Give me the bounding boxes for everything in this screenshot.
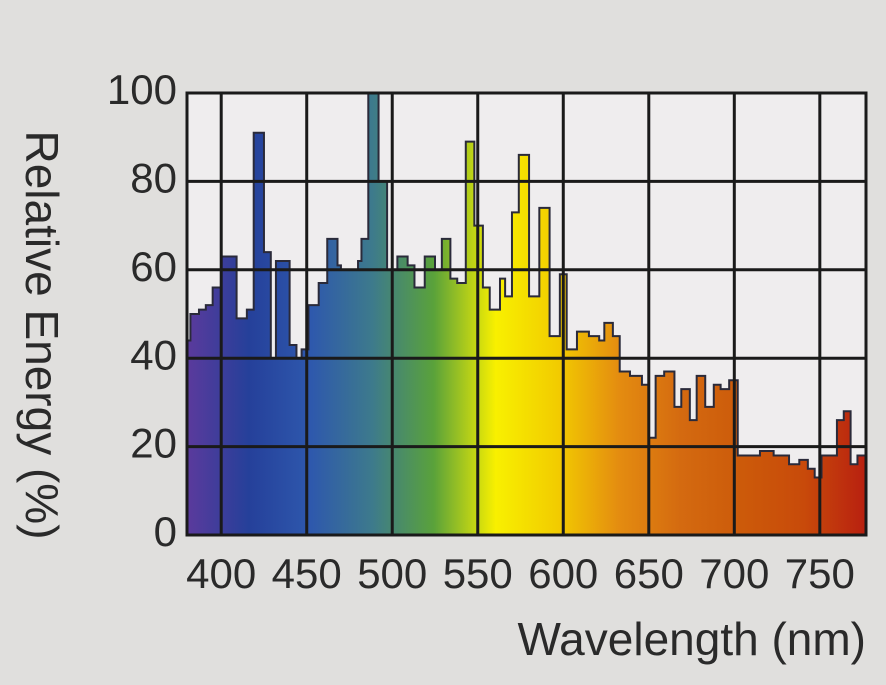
spectrum-step	[221, 256, 237, 535]
spectrum-step	[465, 141, 475, 535]
spectrum-step	[641, 384, 650, 535]
spectrum-step	[441, 238, 451, 536]
spectrum-step	[187, 340, 191, 535]
y-tick-label: 80	[130, 154, 177, 201]
spectrum-step	[424, 256, 436, 535]
spectrum-step	[720, 389, 730, 535]
spectrum-step	[263, 252, 272, 535]
x-tick-label: 450	[272, 550, 342, 597]
spectrum-step	[773, 455, 790, 535]
y-tick-label: 20	[130, 420, 177, 467]
spectrum-step	[705, 406, 715, 535]
spectrum-step	[450, 278, 458, 535]
spectrum-step	[407, 265, 415, 535]
spectrum-step	[246, 309, 255, 535]
spectrum-step	[434, 269, 443, 535]
y-tick-label: 100	[107, 66, 177, 113]
spectrum-step	[664, 371, 675, 535]
spectrum-step	[361, 238, 369, 536]
spectrum-step	[689, 420, 698, 535]
spectrum-step	[696, 375, 706, 535]
spectrum-step	[337, 265, 342, 535]
spectrum-step	[511, 212, 520, 535]
x-axis-title: Wavelength (nm)	[517, 613, 866, 665]
spectrum-step	[289, 344, 297, 535]
spectrum-step	[518, 154, 530, 535]
plot-border	[185, 91, 868, 537]
x-tick-label: 650	[614, 550, 684, 597]
spectrum-step	[212, 287, 222, 535]
spectrum-step	[789, 464, 800, 535]
x-tick-label: 500	[357, 550, 427, 597]
spectrum-step	[368, 93, 379, 535]
spectrum-step	[604, 322, 614, 535]
spectrum-step	[457, 283, 467, 535]
y-tick-label: 40	[130, 331, 177, 378]
spectrum-step	[648, 437, 657, 535]
y-axis-title: Relative Energy (%)	[16, 130, 68, 539]
spectrum-step	[397, 256, 409, 535]
spectrum-step	[799, 459, 809, 535]
spectrum-step	[489, 309, 501, 535]
spectrum-step	[843, 411, 852, 535]
spectrum-step	[205, 305, 214, 535]
x-tick-label: 600	[528, 550, 598, 597]
spectrum-step	[275, 260, 291, 535]
spectrum-step	[190, 314, 200, 535]
x-tick-label: 400	[186, 550, 256, 597]
spectrum-step	[414, 287, 426, 535]
spectrum-step	[499, 278, 506, 535]
spectrum-step	[713, 384, 722, 535]
spectrum-step	[358, 260, 362, 535]
spectrum-step	[253, 132, 265, 535]
spectrum-step	[340, 269, 359, 535]
x-tick-label: 750	[785, 550, 855, 597]
spectrum-step	[599, 340, 605, 535]
spectrum-step	[505, 296, 513, 535]
spectrum-step	[857, 455, 867, 535]
spectrum-step	[619, 371, 631, 535]
y-tick-label: 0	[154, 508, 177, 555]
spectrum-step	[301, 349, 309, 535]
spectrum-step	[198, 309, 207, 535]
spectrum-step	[821, 455, 828, 535]
x-tick-label: 700	[699, 550, 769, 597]
spectrum-step	[850, 464, 858, 535]
spectrum-step	[807, 468, 816, 535]
y-tick-label: 60	[130, 243, 177, 290]
spectrum-step	[836, 420, 845, 535]
spectrum-step	[539, 207, 550, 536]
spectrum-step	[566, 349, 578, 535]
spectrum-step	[655, 375, 665, 535]
spectrum-step	[576, 331, 590, 535]
spectrum-step	[674, 406, 682, 535]
spectrum-step	[529, 296, 540, 535]
spectrum-step	[826, 455, 838, 535]
spectrum-step	[759, 451, 775, 535]
spectrum-step	[327, 238, 338, 536]
spectrum-step	[814, 477, 822, 535]
spectrum-step	[588, 336, 600, 535]
spectrum-step	[681, 389, 691, 535]
spectrum-step	[236, 318, 248, 535]
spectrum-step	[612, 336, 621, 535]
spectrum-step	[308, 305, 320, 535]
spectrum-step	[318, 283, 328, 535]
spectrum-outline	[187, 92, 866, 479]
spectrum-step	[737, 455, 761, 535]
spectrum-step	[549, 336, 561, 535]
spectrum-step	[482, 287, 491, 535]
spectrum-step	[629, 375, 643, 535]
x-tick-label: 550	[443, 550, 513, 597]
